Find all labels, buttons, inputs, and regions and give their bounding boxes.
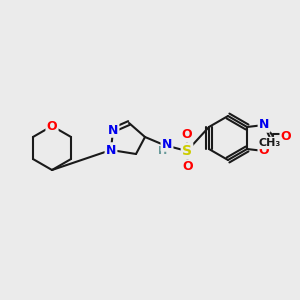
- Text: H: H: [158, 146, 168, 156]
- Text: N: N: [162, 137, 172, 151]
- Text: O: O: [47, 119, 57, 133]
- Text: O: O: [182, 128, 192, 142]
- Text: N: N: [108, 124, 118, 136]
- Text: O: O: [281, 130, 291, 142]
- Text: CH₃: CH₃: [259, 138, 281, 148]
- Text: S: S: [182, 144, 192, 158]
- Text: N: N: [106, 143, 116, 157]
- Text: O: O: [183, 160, 193, 173]
- Text: O: O: [259, 145, 269, 158]
- Text: N: N: [259, 118, 269, 131]
